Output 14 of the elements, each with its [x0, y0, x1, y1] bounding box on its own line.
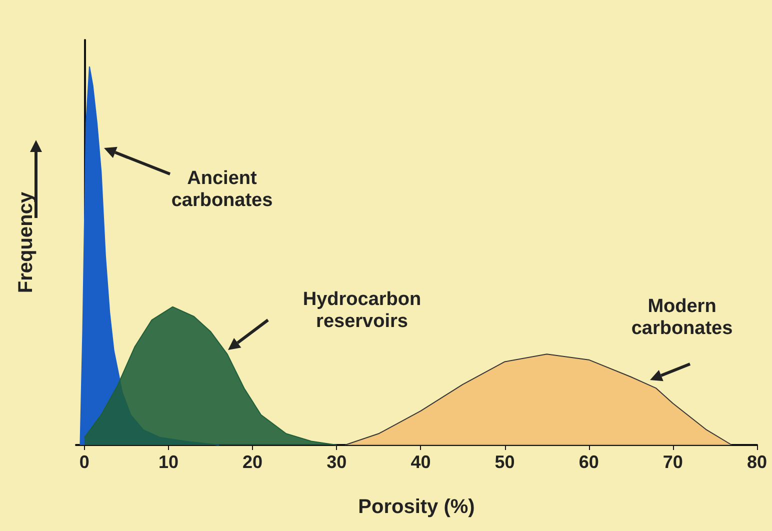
x-tick-label: 30: [326, 452, 347, 472]
x-tick-label: 10: [158, 452, 178, 472]
x-tick-label: 20: [242, 452, 263, 472]
annotation: Modern carbonates: [630, 296, 734, 340]
x-tick-label: 80: [746, 452, 768, 472]
x-axis-title: Porosity (%): [358, 496, 475, 518]
x-tick-label: 70: [662, 452, 683, 472]
annotation: Hydrocarbon reservoirs: [302, 289, 422, 333]
x-tick-label: 60: [578, 452, 599, 472]
x-tick-label: 40: [410, 452, 431, 472]
x-tick-label: 50: [494, 452, 515, 472]
x-tick-label: 0: [79, 452, 90, 472]
y-axis-title: Frequency: [15, 191, 37, 294]
annotation: Ancient carbonates: [170, 168, 274, 212]
